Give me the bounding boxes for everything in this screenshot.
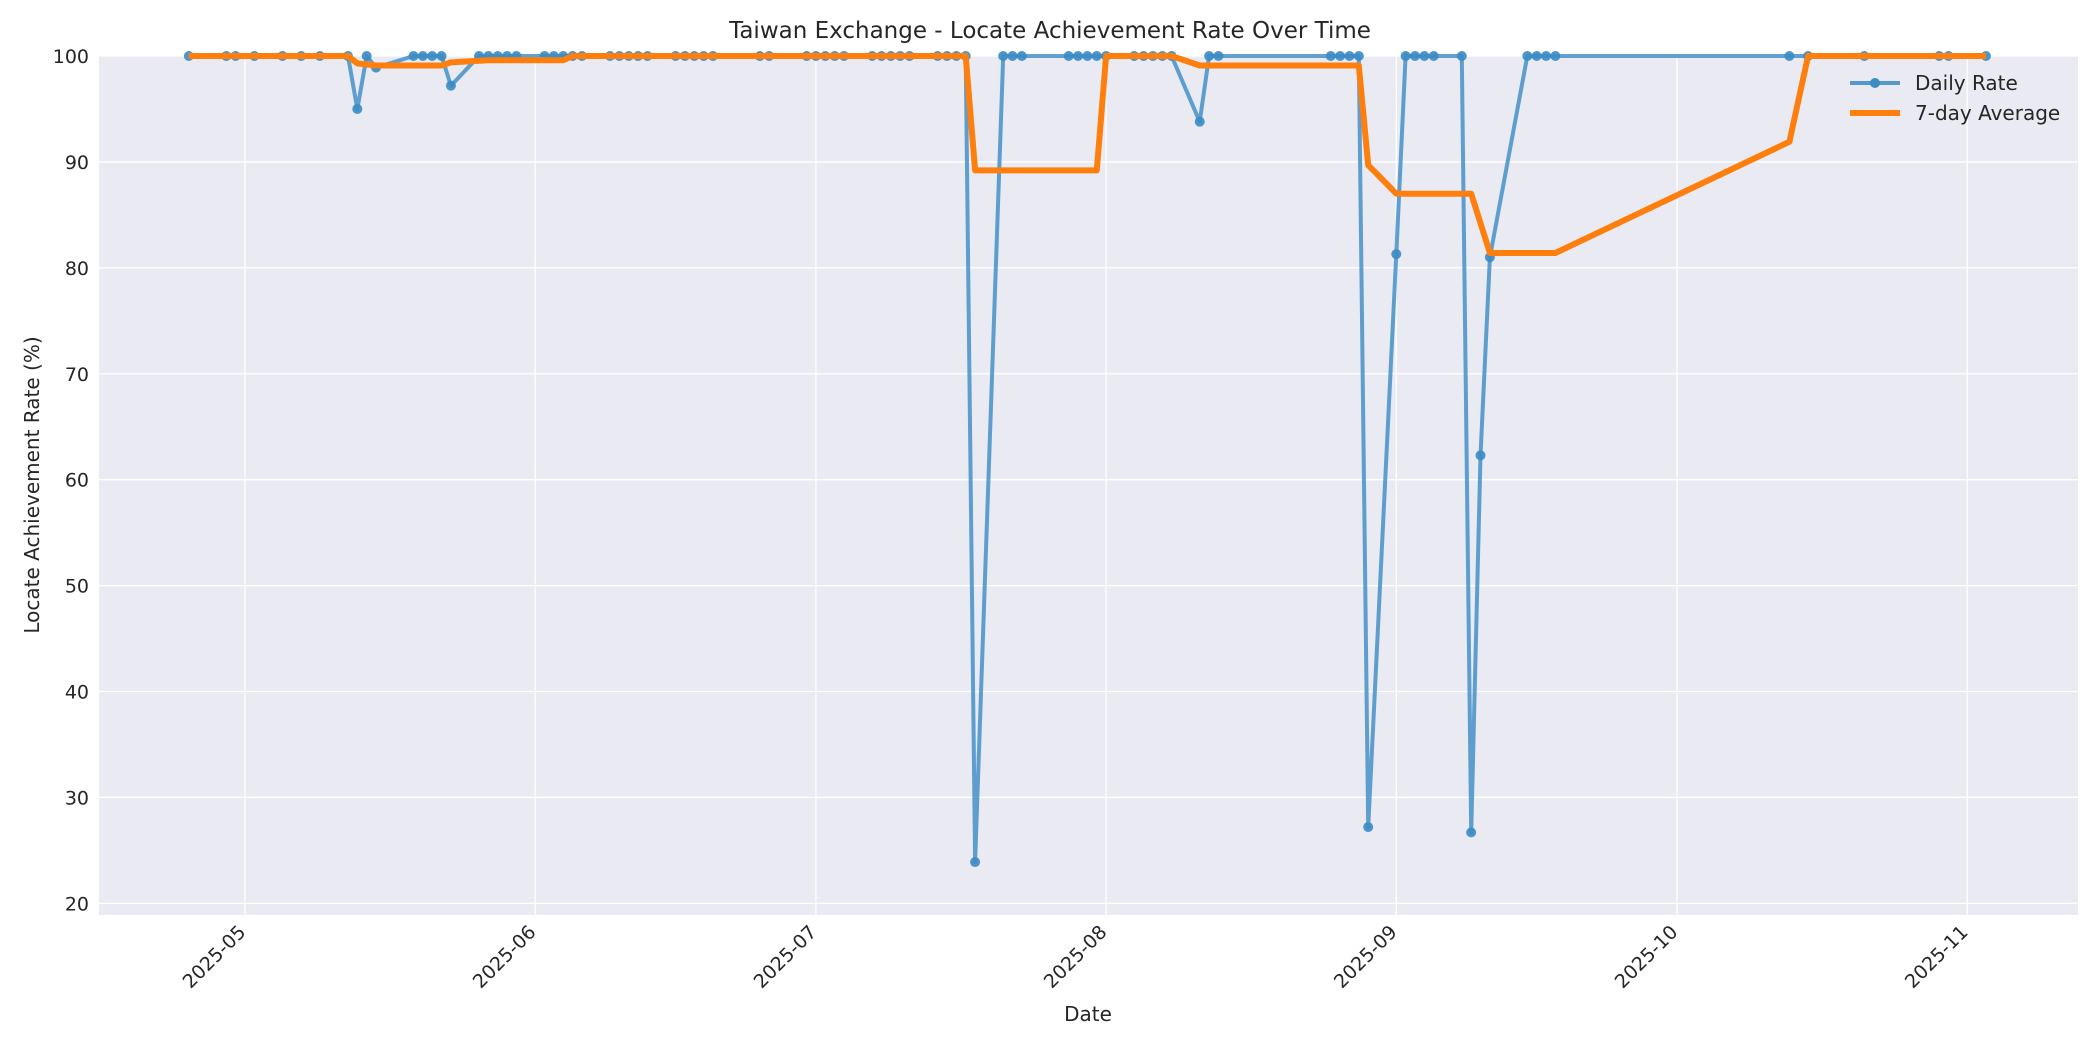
daily-rate-marker bbox=[417, 51, 428, 61]
x-tick-label: 2025-11 bbox=[1901, 921, 1973, 993]
y-tick-label: 100 bbox=[53, 46, 89, 68]
x-tick-label: 2025-06 bbox=[469, 921, 541, 993]
daily-rate-marker bbox=[427, 51, 438, 61]
y-tick-label: 50 bbox=[65, 576, 89, 598]
daily-rate-marker bbox=[436, 51, 447, 61]
daily-rate-marker bbox=[970, 857, 981, 868]
daily-rate-marker bbox=[1531, 51, 1542, 61]
daily-rate-marker bbox=[1073, 51, 1084, 61]
legend-daily-label: Daily Rate bbox=[1915, 71, 2018, 95]
legend-avg-label: 7-day Average bbox=[1915, 101, 2060, 125]
daily-rate-marker bbox=[1353, 51, 1364, 61]
x-tick-label: 2025-08 bbox=[1040, 921, 1112, 993]
y-tick-label: 20 bbox=[65, 893, 89, 915]
daily-rate-marker bbox=[1400, 51, 1411, 61]
x-tick-label: 2025-10 bbox=[1611, 921, 1683, 993]
y-tick-label: 30 bbox=[65, 787, 89, 809]
daily-rate-marker bbox=[998, 51, 1009, 61]
daily-rate-marker bbox=[1194, 116, 1205, 127]
seven-day-average-line bbox=[188, 53, 1986, 256]
daily-rate-marker bbox=[1335, 51, 1346, 61]
x-axis-label: Date bbox=[1064, 1002, 1112, 1026]
daily-rate-marker bbox=[361, 51, 372, 61]
legend-daily-dot-icon bbox=[1870, 78, 1880, 88]
y-tick-label: 70 bbox=[65, 364, 89, 386]
daily-rate-marker bbox=[1410, 51, 1420, 61]
daily-rate-marker bbox=[1063, 51, 1074, 61]
daily-rate-marker bbox=[1475, 450, 1486, 461]
daily-rate-marker bbox=[1016, 51, 1027, 61]
daily-rate-marker bbox=[1007, 51, 1018, 61]
chart-title: Taiwan Exchange - Locate Achievement Rat… bbox=[729, 18, 1371, 44]
daily-rate-marker bbox=[1419, 51, 1430, 61]
daily-rate-marker bbox=[1204, 51, 1215, 61]
daily-rate-marker bbox=[352, 103, 363, 114]
x-tick-label: 2025-05 bbox=[179, 921, 251, 993]
y-tick-label: 90 bbox=[65, 152, 89, 174]
daily-rate-marker bbox=[408, 51, 419, 61]
daily-rate-marker bbox=[1344, 51, 1355, 61]
x-tick-label: 2025-07 bbox=[750, 921, 822, 993]
daily-rate-marker bbox=[1784, 51, 1795, 61]
data-series bbox=[183, 51, 1991, 868]
daily-rate-marker bbox=[1091, 51, 1102, 61]
x-tick-label: 2025-09 bbox=[1330, 921, 1402, 993]
x-axis-ticks: 2025-05 2025-06 2025-07 2025-08 2025-09 2025-… bbox=[179, 921, 1973, 993]
daily-rate-marker bbox=[1550, 51, 1561, 61]
daily-rate-marker bbox=[1325, 51, 1336, 61]
legend: Daily Rate 7-day Average bbox=[1850, 71, 2060, 125]
daily-rate-marker bbox=[1082, 51, 1093, 61]
daily-rate-marker bbox=[1213, 51, 1224, 61]
daily-rate-marker bbox=[1456, 51, 1467, 61]
daily-rate-marker bbox=[1391, 249, 1402, 260]
y-tick-label: 40 bbox=[65, 682, 89, 704]
daily-rate-marker bbox=[1466, 827, 1477, 838]
daily-rate-marker bbox=[445, 80, 456, 91]
daily-rate-marker bbox=[1541, 51, 1552, 61]
daily-rate-marker bbox=[1522, 51, 1533, 61]
y-axis-ticks: 20 30 40 50 60 70 80 90 100 bbox=[53, 46, 89, 915]
plot-background bbox=[99, 56, 2078, 915]
daily-rate-marker bbox=[1428, 51, 1439, 61]
daily-rate-marker bbox=[1363, 822, 1374, 833]
y-tick-label: 60 bbox=[65, 470, 89, 492]
y-tick-label: 80 bbox=[65, 258, 89, 280]
